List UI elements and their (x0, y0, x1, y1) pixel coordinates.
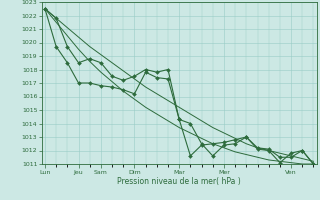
X-axis label: Pression niveau de la mer( hPa ): Pression niveau de la mer( hPa ) (117, 177, 241, 186)
